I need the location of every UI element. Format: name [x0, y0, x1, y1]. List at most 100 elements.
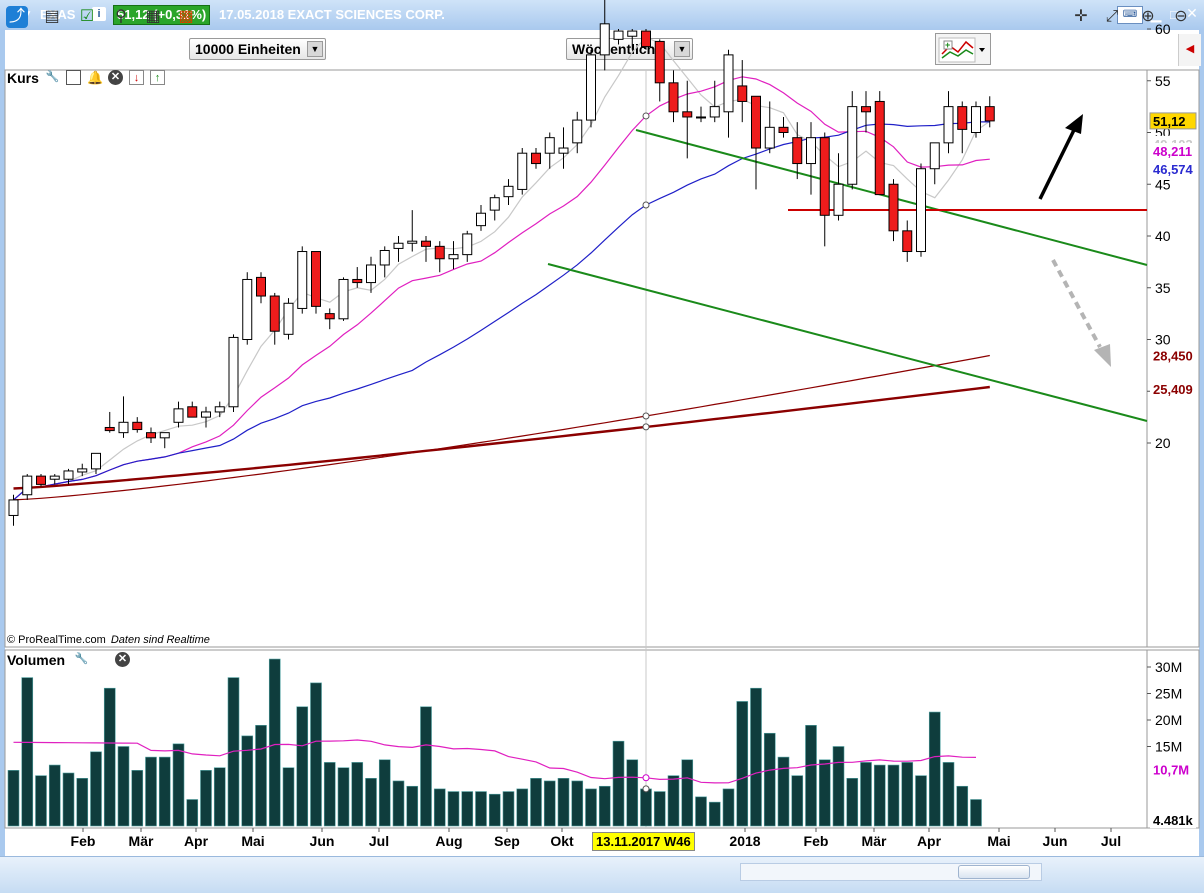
window-title: 17.05.2018 EXACT SCIENCES CORP. — [219, 7, 445, 22]
candle — [861, 91, 871, 133]
chain-icon[interactable]: ⚲ — [115, 8, 127, 25]
volume-bar — [76, 777, 89, 827]
volume-panel-label: Volumen — [7, 652, 66, 668]
x-tick-label: Mai — [241, 833, 264, 849]
volume-bar — [763, 732, 776, 827]
candle — [297, 246, 308, 314]
candle-body-up — [63, 470, 74, 480]
volume-bar — [557, 777, 570, 827]
keyboard-icon[interactable]: ⌨ — [1117, 6, 1143, 24]
svg-text:+: + — [945, 40, 950, 50]
close-panel-icon[interactable]: ✕ — [115, 652, 130, 667]
volume-bar — [612, 740, 625, 827]
candle — [654, 39, 665, 102]
candle — [957, 101, 968, 154]
candle-body-up — [242, 278, 253, 340]
news-icon[interactable]: ▤ — [44, 8, 60, 25]
candle — [118, 396, 129, 438]
copyright-text: © ProRealTime.com — [7, 634, 106, 646]
candle — [572, 111, 583, 154]
window-left-border — [0, 30, 5, 856]
arrow-down-icon[interactable]: ↓ — [129, 70, 144, 85]
volume-bar — [915, 775, 927, 827]
volume-bar — [7, 770, 20, 827]
candle — [159, 432, 170, 449]
price-badge-text: 46,574 — [1153, 162, 1194, 177]
volume-y-axis: 30M 25M 20M 15M — [1147, 659, 1182, 755]
volume-tick-label: 25M — [1155, 686, 1182, 702]
candle-body-up — [462, 233, 473, 256]
positions-icon[interactable]: ▩ — [178, 8, 194, 25]
add-indicator-button[interactable]: + — [935, 33, 991, 65]
candle — [641, 29, 651, 50]
candle — [8, 494, 19, 526]
candle-body-up — [489, 197, 500, 211]
arrow-up-icon[interactable]: ↑ — [150, 70, 165, 85]
candle-body-down — [36, 475, 46, 485]
volume-bar — [750, 687, 762, 827]
volume-bar — [791, 775, 804, 827]
volume-tick-label: 30M — [1155, 659, 1182, 675]
auto-scale-icon[interactable]: ⤢ — [1105, 8, 1119, 25]
x-tick-label: Jul — [369, 833, 389, 849]
candle-body-up — [943, 106, 954, 144]
close-panel-icon[interactable]: ✕ — [108, 70, 123, 85]
volume-bar — [818, 759, 831, 827]
price-panel-frame — [4, 69, 1200, 648]
volume-bar — [956, 785, 969, 827]
candle — [448, 241, 459, 270]
volume-bar — [640, 788, 652, 827]
candle — [627, 29, 638, 50]
candle — [764, 101, 775, 154]
candle-body-up — [833, 183, 844, 216]
volume-bar — [21, 677, 34, 827]
candle-body-up — [696, 116, 706, 119]
candle — [393, 236, 404, 262]
wrench-icon[interactable]: 🔧 — [45, 71, 60, 83]
chevron-down-icon: ▼ — [674, 41, 690, 57]
annotation-arrows[interactable] — [1038, 114, 1111, 367]
candle-body-up — [91, 452, 101, 470]
x-tick-label: Okt — [550, 833, 574, 849]
volume-tick-label: 15M — [1155, 739, 1182, 755]
candle-body-up — [764, 126, 775, 149]
candle-body-down — [256, 276, 266, 297]
volume-bar — [695, 796, 707, 827]
volume-bar — [296, 706, 309, 827]
candle — [173, 401, 184, 428]
share-icon[interactable]: ⤴ — [6, 6, 28, 28]
info-icon[interactable]: i — [92, 7, 106, 21]
close-button[interactable]: ✕ — [1186, 5, 1198, 21]
candle-body-up — [297, 251, 308, 309]
window-icon[interactable] — [66, 70, 81, 85]
volume-bar — [901, 762, 914, 827]
zoom-in-icon[interactable]: ⊕ — [1141, 8, 1155, 25]
candle-body-up — [338, 278, 349, 320]
candle-body-down — [792, 137, 803, 165]
crosshair-cursor-icon[interactable]: ✛ — [1074, 8, 1088, 25]
volume-bar — [392, 780, 405, 827]
checklist-icon[interactable]: ☑ — [79, 8, 95, 25]
candle — [269, 292, 280, 345]
volume-bar — [351, 762, 364, 827]
candle — [352, 267, 363, 288]
volume-badge-text: 4.481k — [1153, 813, 1194, 828]
minimize-button[interactable]: ▁ — [1150, 6, 1162, 22]
units-dropdown[interactable]: 10000 Einheiten ▼ — [189, 38, 326, 60]
candle — [434, 241, 445, 273]
candle-body-up — [214, 406, 225, 413]
ma-darkred-thick-marker — [642, 423, 650, 431]
candle — [407, 210, 418, 252]
side-panel-toggle[interactable]: ◀ — [1178, 34, 1201, 66]
time-x-axis: Feb Mär Apr Mai Jun Jul Aug Sep Okt 2018 Feb Mär Apr… — [71, 828, 1121, 849]
zoom-out-icon[interactable]: ⊖ — [1174, 8, 1188, 25]
wrench-icon[interactable]: 🔧 — [74, 653, 89, 665]
candle — [819, 132, 830, 247]
bell-icon[interactable]: 🔔 — [87, 70, 104, 85]
maximize-button[interactable]: □ — [1170, 7, 1178, 22]
candle-body-up — [118, 421, 129, 434]
orders-icon[interactable]: ▦ — [145, 8, 161, 25]
candle — [214, 401, 225, 418]
time-scrollbar-thumb[interactable] — [958, 865, 1030, 879]
